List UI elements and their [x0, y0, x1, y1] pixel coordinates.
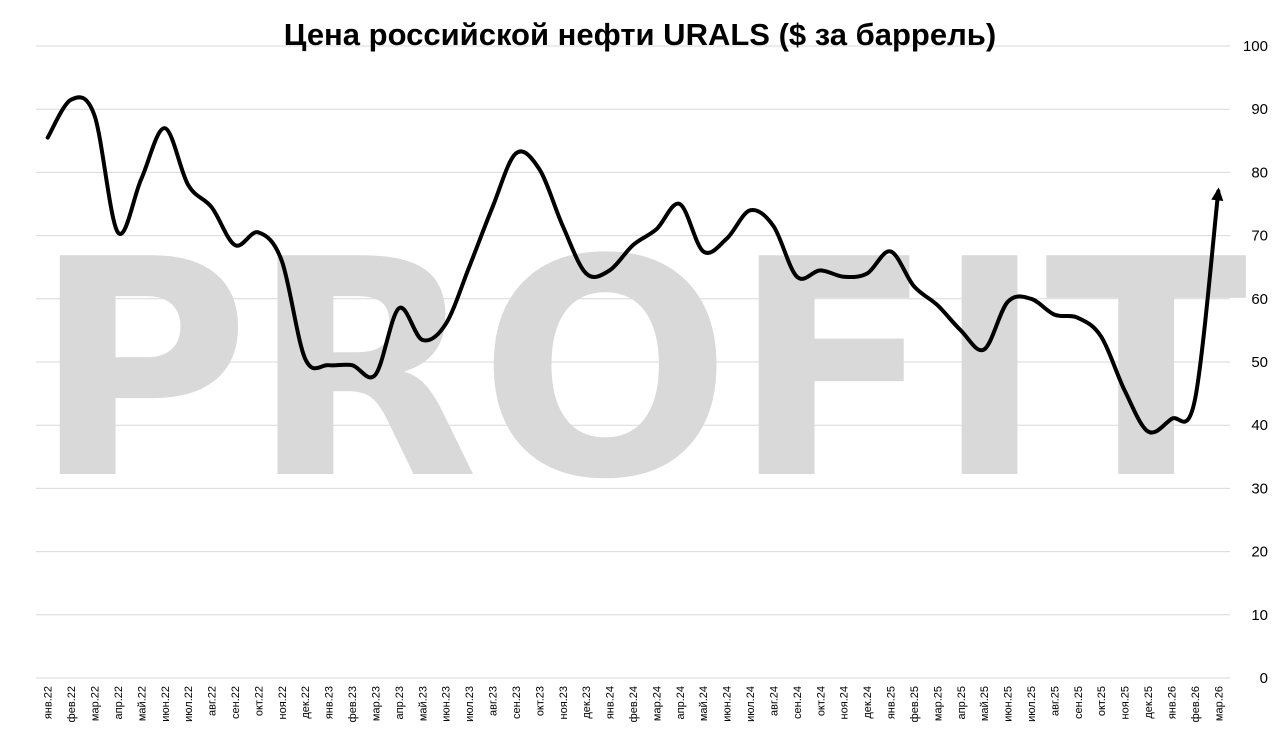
x-tick-label: мар.24	[651, 686, 663, 721]
x-tick-label: янв.23	[324, 686, 336, 719]
y-tick-label: 100	[1243, 38, 1268, 55]
x-tick-label: фев.23	[347, 686, 359, 722]
x-tick-label: апр.23	[394, 686, 406, 719]
x-tick-label: апр.24	[675, 686, 687, 719]
x-tick-label: июл.23	[464, 686, 476, 722]
x-tick-label: ноя.24	[839, 686, 851, 719]
y-axis-tick-labels: 0 10 20 30 40 50 60 70 80 90 100	[1243, 38, 1268, 687]
y-tick-label: 50	[1251, 354, 1268, 371]
x-tick-label: дек.24	[862, 686, 874, 719]
y-tick-label: 80	[1251, 164, 1268, 181]
x-tick-label: июн.25	[1003, 686, 1015, 722]
x-tick-label: авг.22	[207, 686, 219, 716]
x-tick-label: сен.25	[1073, 686, 1085, 719]
x-tick-label: янв.24	[605, 686, 617, 719]
x-tick-label: ноя.22	[277, 686, 289, 719]
x-tick-label: янв.26	[1166, 686, 1178, 719]
x-tick-label: мар.23	[370, 686, 382, 721]
y-tick-label: 60	[1251, 291, 1268, 308]
x-tick-label: июн.22	[160, 686, 172, 722]
x-tick-label: фев.24	[628, 686, 640, 722]
x-tick-label: июл.24	[745, 686, 757, 722]
y-tick-label: 30	[1251, 480, 1268, 497]
x-tick-label: дек.22	[300, 686, 312, 719]
x-tick-label: апр.25	[956, 686, 968, 719]
x-tick-label: авг.25	[1049, 686, 1061, 716]
x-tick-label: фев.25	[909, 686, 921, 722]
profit-watermark: PROFIT	[33, 196, 1250, 545]
price-line	[45, 95, 1221, 435]
x-axis-tick-labels: янв.22 фев.22 мар.22 апр.22 май.22 июн.22 июл.…	[43, 686, 1226, 722]
grid-lines	[36, 45, 1230, 679]
x-tick-label: авг.23	[488, 686, 500, 716]
x-tick-label: янв.22	[43, 686, 55, 719]
y-tick-label: 0	[1260, 670, 1268, 687]
x-tick-label: июн.23	[441, 686, 453, 722]
x-tick-label: сен.23	[511, 686, 523, 719]
x-tick-label: июл.25	[1026, 686, 1038, 722]
x-tick-label: окт.24	[815, 686, 827, 716]
x-tick-label: июл.22	[183, 686, 195, 722]
x-tick-label: дек.25	[1143, 686, 1155, 719]
x-tick-label: мар.25	[932, 686, 944, 721]
x-tick-label: ноя.23	[558, 686, 570, 719]
x-tick-label: июн.24	[722, 686, 734, 722]
x-tick-label: авг.24	[768, 686, 780, 716]
x-tick-label: апр.22	[113, 686, 125, 719]
y-tick-label: 70	[1251, 228, 1268, 245]
x-tick-label: окт.25	[1096, 686, 1108, 716]
x-tick-label: фев.22	[66, 686, 78, 722]
x-tick-label: сен.24	[792, 686, 804, 719]
x-tick-label: окт.22	[253, 686, 265, 716]
x-tick-label: сен.22	[230, 686, 242, 719]
x-tick-label: мар.22	[90, 686, 102, 721]
end-arrow	[1211, 187, 1224, 201]
y-tick-label: 40	[1251, 417, 1268, 434]
x-tick-label: дек.23	[581, 686, 593, 719]
x-tick-label: окт.23	[534, 686, 546, 716]
x-tick-label: май.23	[417, 686, 429, 721]
x-tick-label: мар.26	[1213, 686, 1225, 721]
y-tick-label: 20	[1251, 544, 1268, 561]
x-tick-label: май.24	[698, 686, 710, 721]
x-tick-label: май.25	[979, 686, 991, 721]
y-tick-label: 90	[1251, 101, 1268, 118]
x-tick-label: ноя.25	[1120, 686, 1132, 719]
x-tick-label: янв.25	[886, 686, 898, 719]
chart-title: Цена российской нефти URALS ($ за баррел…	[284, 17, 996, 52]
y-tick-label: 10	[1251, 607, 1268, 624]
x-tick-label: фев.26	[1190, 686, 1202, 722]
x-tick-label: май.22	[136, 686, 148, 721]
